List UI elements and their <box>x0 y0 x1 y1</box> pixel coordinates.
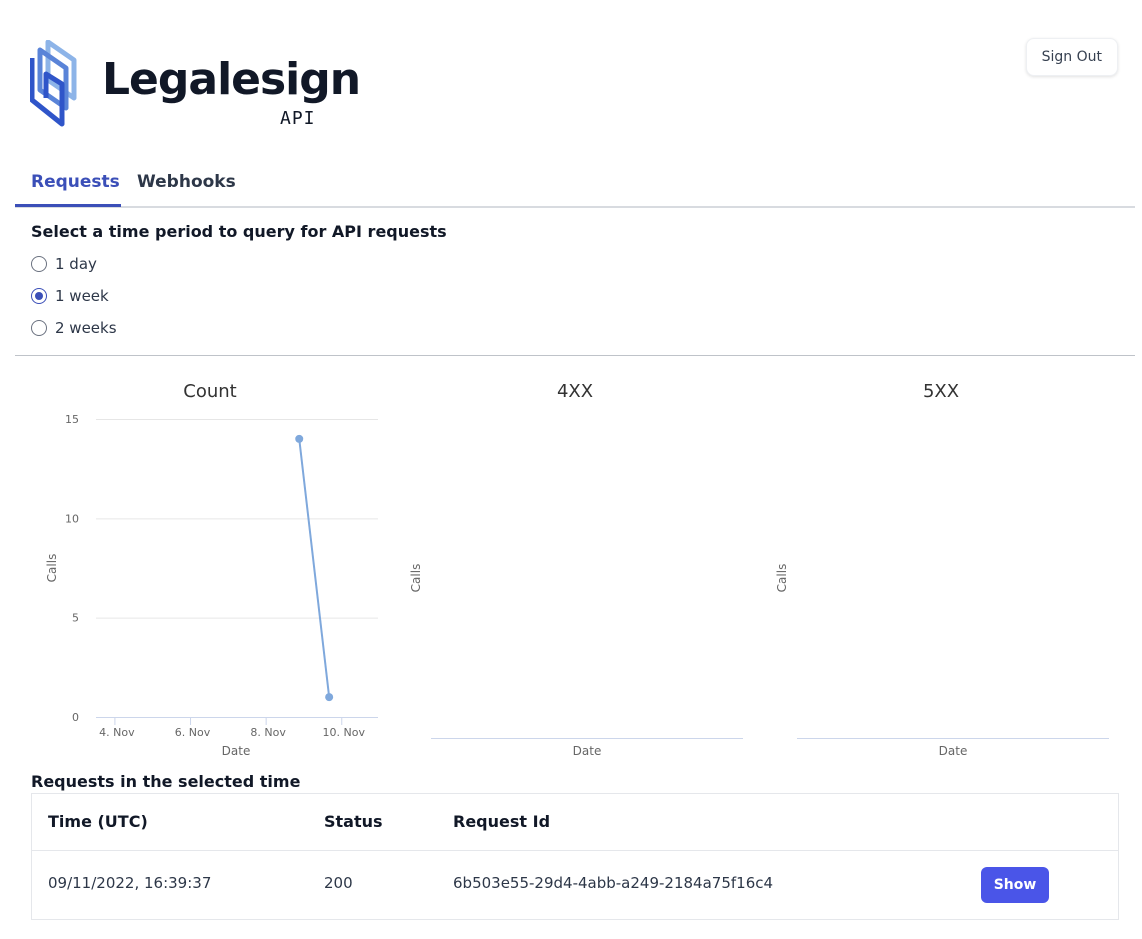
cell-time: 09/11/2022, 16:39:37 <box>48 874 212 892</box>
logo-subtitle: API <box>280 108 316 129</box>
y-axis-label: Calls <box>775 564 789 593</box>
count-chart: Count Calls Date 0 5 10 15 4. Nov 6. Nov 8. No… <box>30 370 390 770</box>
y-axis-label: Calls <box>409 564 423 593</box>
x-tick-label: 8. Nov <box>250 726 286 739</box>
radio-button[interactable] <box>31 320 47 336</box>
y-tick-label: 15 <box>65 413 79 426</box>
show-request-button[interactable]: Show <box>981 867 1049 903</box>
y-tick-label: 5 <box>72 612 79 625</box>
radio-button-checked[interactable] <box>31 288 47 304</box>
cell-request-id: 6b503e55-29d4-4abb-a249-2184a75f16c4 <box>453 874 774 892</box>
logo: Legalesign API <box>30 40 361 132</box>
radio-label: 1 day <box>55 255 97 273</box>
4xx-chart: 4XX Calls Date <box>398 370 758 770</box>
radio-option-1-day[interactable]: 1 day <box>31 255 97 273</box>
y-axis-label: Calls <box>45 554 59 583</box>
requests-table: Time (UTC) Status Request Id 09/11/2022,… <box>31 793 1119 920</box>
4xx-chart-svg: 4XX Calls Date <box>409 381 743 758</box>
table-header: Time (UTC) Status Request Id <box>32 794 1118 851</box>
column-header-status: Status <box>324 812 383 831</box>
chart-title: 5XX <box>923 381 959 402</box>
series-line <box>298 438 331 698</box>
logo-mark-icon <box>30 40 77 127</box>
sign-out-button[interactable]: Sign Out <box>1025 38 1118 76</box>
cell-status: 200 <box>324 874 353 892</box>
y-tick-label: 10 <box>65 512 79 525</box>
time-period-title: Select a time period to query for API re… <box>31 222 447 241</box>
x-axis-label: Date <box>573 744 602 758</box>
x-tick-label: 10. Nov <box>323 726 366 739</box>
x-tick-label: 6. Nov <box>175 726 211 739</box>
5xx-chart-svg: 5XX Calls Date <box>775 381 1109 758</box>
column-header-time: Time (UTC) <box>48 812 148 831</box>
tab-webhooks[interactable]: Webhooks <box>137 172 236 192</box>
active-tab-indicator <box>15 204 121 207</box>
tab-bar: Requests Webhooks <box>15 160 1135 208</box>
radio-label: 2 weeks <box>55 319 117 337</box>
tab-requests[interactable]: Requests <box>31 172 120 192</box>
chart-title: 4XX <box>557 381 593 402</box>
logo-text: Legalesign <box>102 54 361 105</box>
requests-section-title: Requests in the selected time <box>31 772 301 791</box>
radio-button[interactable] <box>31 256 47 272</box>
x-axis-label: Date <box>939 744 968 758</box>
section-divider <box>15 355 1135 356</box>
5xx-chart: 5XX Calls Date <box>764 370 1124 770</box>
chart-title: Count <box>183 381 236 402</box>
radio-option-2-weeks[interactable]: 2 weeks <box>31 319 117 337</box>
data-point <box>325 693 334 702</box>
table-row: 09/11/2022, 16:39:37 200 6b503e55-29d4-4… <box>32 851 1118 919</box>
radio-option-1-week[interactable]: 1 week <box>31 287 109 305</box>
radio-label: 1 week <box>55 287 109 305</box>
y-tick-label: 0 <box>72 711 79 724</box>
x-axis-label: Date <box>222 744 251 758</box>
count-chart-svg: Count Calls Date 0 5 10 15 4. Nov 6. Nov 8. No… <box>45 381 378 758</box>
column-header-request-id: Request Id <box>453 812 551 831</box>
header: Legalesign API Sign Out <box>0 0 1142 150</box>
time-period-selector: Select a time period to query for API re… <box>31 222 447 337</box>
data-point <box>295 434 304 443</box>
x-tick-label: 4. Nov <box>99 726 135 739</box>
